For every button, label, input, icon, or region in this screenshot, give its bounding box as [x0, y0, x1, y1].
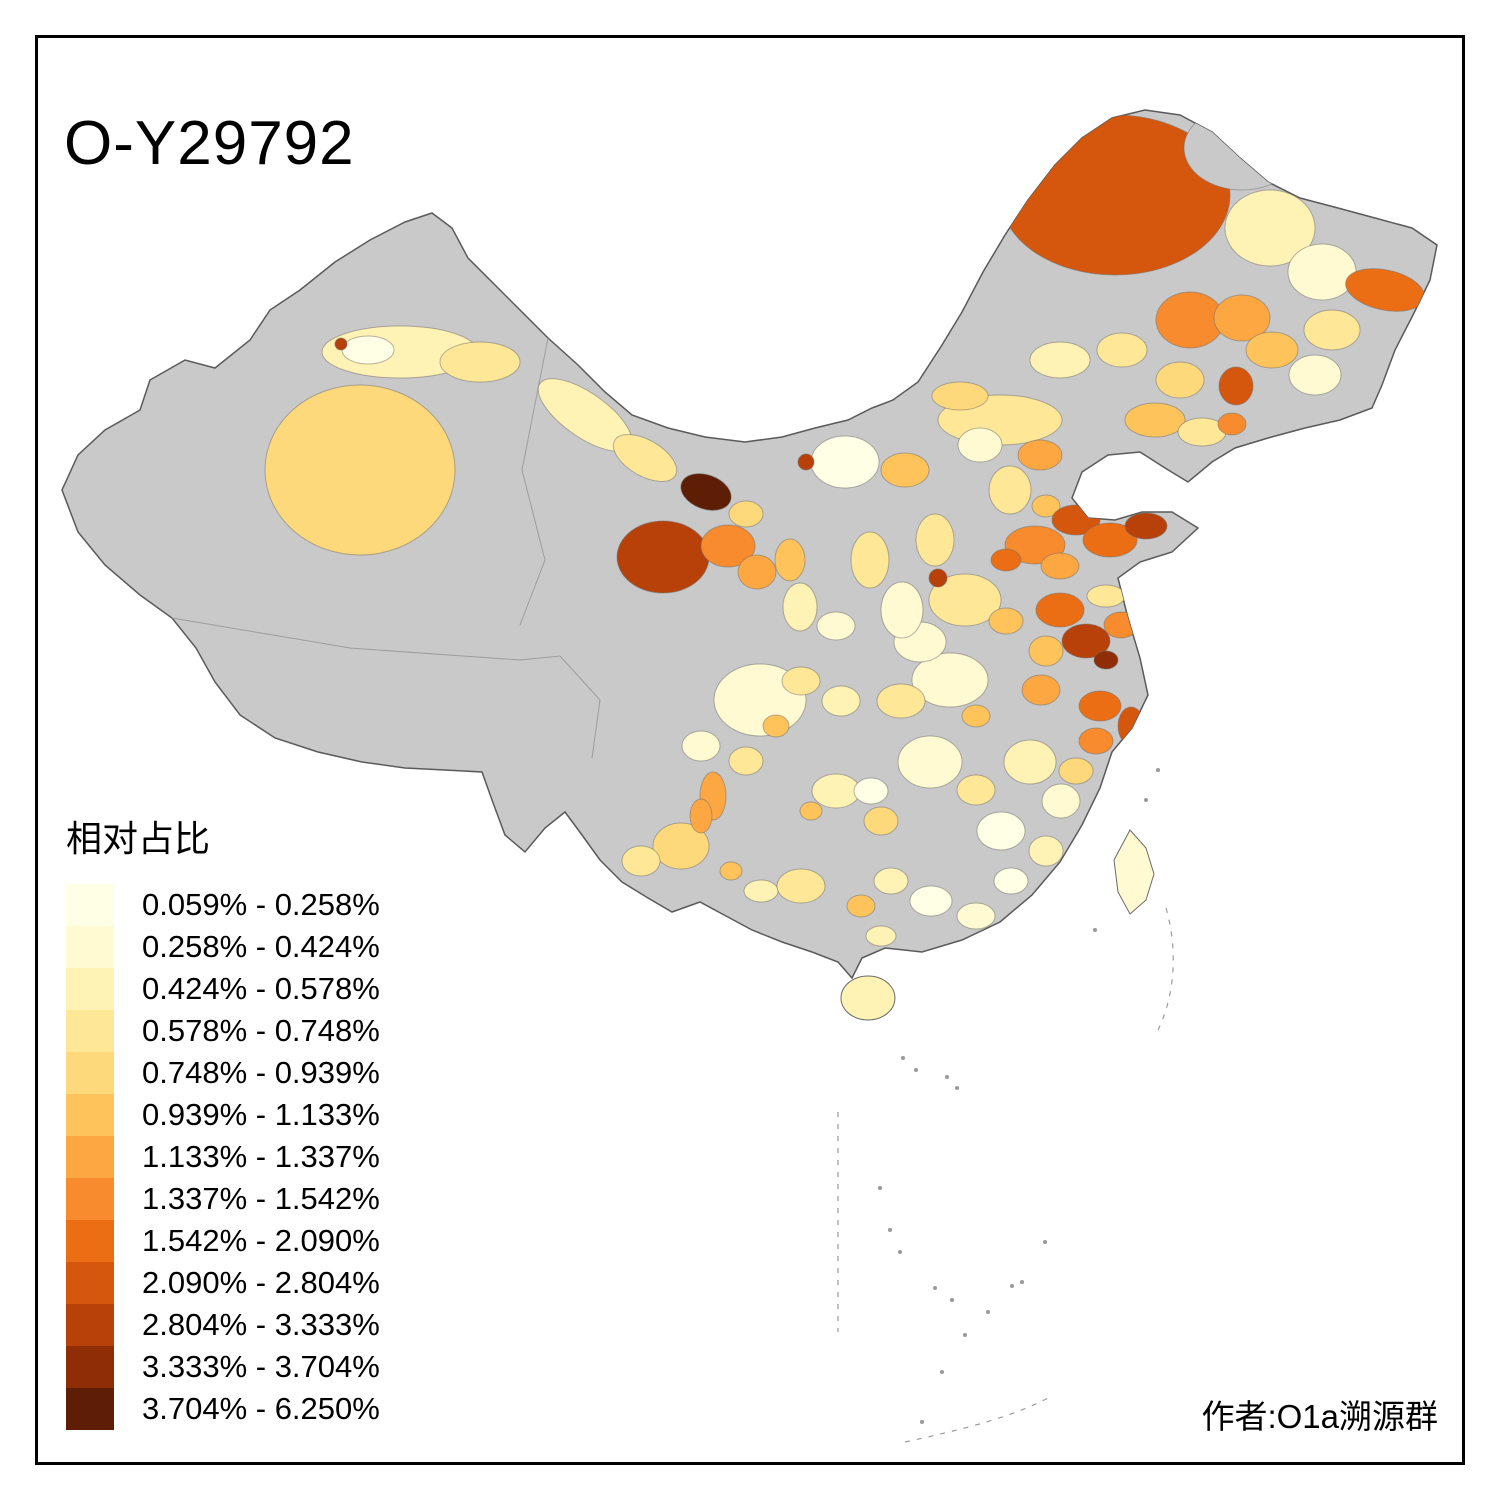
legend-label: 3.333% - 3.704% — [142, 1349, 380, 1384]
legend-item: 0.059% - 0.258% — [66, 884, 380, 926]
legend-swatch — [66, 1010, 114, 1052]
page-title: O-Y29792 — [64, 108, 355, 178]
legend-label: 0.748% - 0.939% — [142, 1055, 380, 1090]
legend-item: 0.748% - 0.939% — [66, 1052, 380, 1094]
legend-label: 0.578% - 0.748% — [142, 1013, 380, 1048]
legend-swatch — [66, 1304, 114, 1346]
legend-swatch — [66, 1388, 114, 1430]
legend-item: 0.578% - 0.748% — [66, 1010, 380, 1052]
legend-label: 1.133% - 1.337% — [142, 1139, 380, 1174]
legend-label: 0.059% - 0.258% — [142, 887, 380, 922]
taiwan-island — [1113, 829, 1155, 915]
legend-swatch — [66, 1136, 114, 1178]
legend-swatch — [66, 1220, 114, 1262]
legend-label: 1.542% - 2.090% — [142, 1223, 380, 1258]
legend-items: 0.059% - 0.258% 0.258% - 0.424% 0.424% - 0… — [66, 884, 380, 1430]
legend-label: 2.804% - 3.333% — [142, 1307, 380, 1342]
legend-item: 0.424% - 0.578% — [66, 968, 380, 1010]
legend-item: 1.133% - 1.337% — [66, 1136, 380, 1178]
legend-swatch — [66, 1052, 114, 1094]
south-china-sea-dashes — [837, 768, 1174, 1443]
legend-swatch — [66, 1178, 114, 1220]
legend-label: 2.090% - 2.804% — [142, 1265, 380, 1300]
legend-swatch — [66, 884, 114, 926]
hainan-island — [840, 975, 896, 1021]
legend-item: 0.258% - 0.424% — [66, 926, 380, 968]
legend: 相对占比 0.059% - 0.258% 0.258% - 0.424% 0.424… — [66, 810, 380, 1430]
legend-swatch — [66, 1346, 114, 1388]
legend-item: 3.333% - 3.704% — [66, 1346, 380, 1388]
legend-item: 2.804% - 3.333% — [66, 1304, 380, 1346]
attribution: 作者:O1a溯源群 — [1201, 1398, 1438, 1435]
legend-swatch — [66, 926, 114, 968]
province-boundaries — [171, 337, 601, 759]
legend-item: 3.704% - 6.250% — [66, 1388, 380, 1430]
legend-label: 0.939% - 1.133% — [142, 1097, 380, 1132]
legend-label: 0.258% - 0.424% — [142, 929, 380, 964]
legend-item: 1.542% - 2.090% — [66, 1220, 380, 1262]
legend-title: 相对占比 — [66, 818, 211, 859]
legend-item: 1.337% - 1.542% — [66, 1178, 380, 1220]
legend-label: 0.424% - 0.578% — [142, 971, 380, 1006]
legend-swatch — [66, 968, 114, 1010]
legend-label: 3.704% - 6.250% — [142, 1391, 380, 1426]
legend-item: 2.090% - 2.804% — [66, 1262, 380, 1304]
legend-swatch — [66, 1094, 114, 1136]
choropleth-regions — [264, 110, 1425, 947]
legend-swatch — [66, 1262, 114, 1304]
legend-label: 1.337% - 1.542% — [142, 1181, 380, 1216]
legend-item: 0.939% - 1.133% — [66, 1094, 380, 1136]
